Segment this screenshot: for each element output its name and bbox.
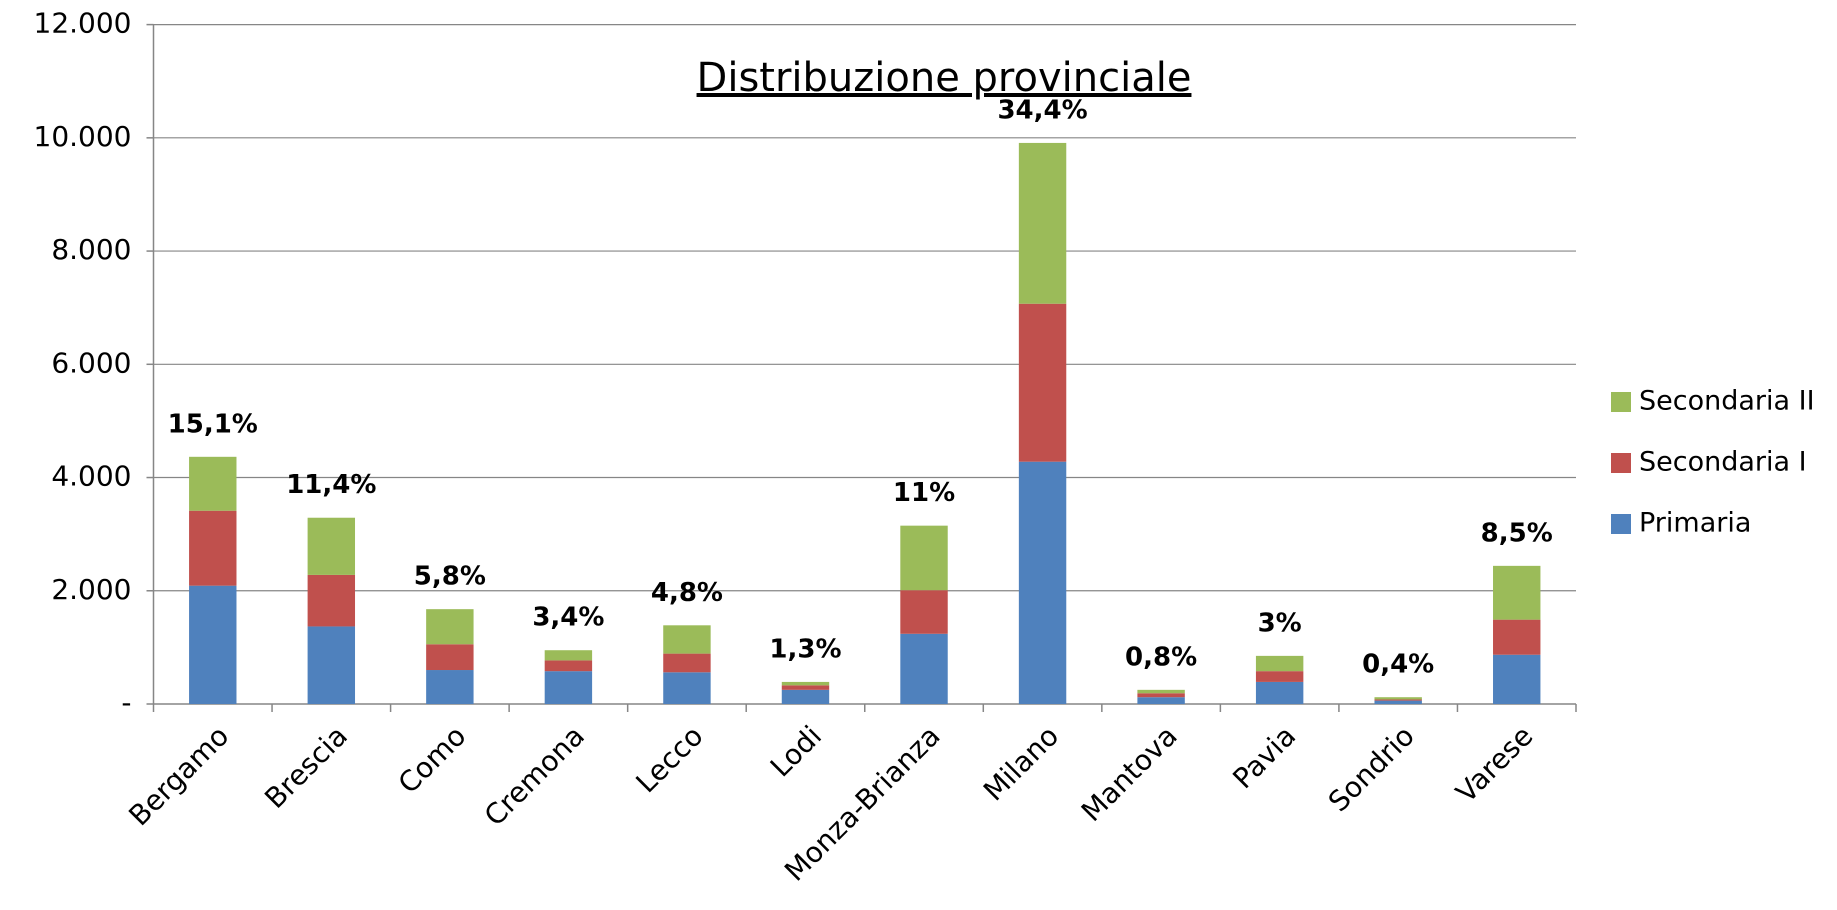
- y-tick-label: 6.000: [51, 346, 131, 379]
- x-tick-label: Milano: [977, 719, 1065, 807]
- share-label: 5,8%: [414, 562, 486, 592]
- bar-segment: [1137, 697, 1185, 704]
- legend-swatch: [1611, 453, 1631, 473]
- bar-segment: [1255, 681, 1304, 704]
- bar-segment: [1018, 142, 1067, 304]
- x-tick-label: Cremona: [478, 719, 591, 832]
- x-tick-label: Como: [392, 719, 473, 800]
- share-label: 0,4%: [1362, 650, 1434, 680]
- chart-title: Distribuzione provinciale: [697, 55, 1192, 101]
- x-tick-label: Brescia: [258, 719, 354, 815]
- y-tick-label: 4.000: [51, 460, 131, 493]
- share-label: 3,4%: [532, 603, 604, 633]
- y-tick-label: 8.000: [51, 233, 131, 266]
- bar-segment: [307, 574, 356, 627]
- bar-segment: [544, 660, 593, 672]
- legend-swatch: [1611, 514, 1631, 534]
- bar-segment: [426, 670, 474, 704]
- bar-segment: [307, 517, 356, 575]
- bar-segment: [781, 689, 830, 704]
- bar-segment: [307, 626, 356, 704]
- y-tick-label: 2.000: [51, 573, 131, 606]
- share-label: 34,4%: [997, 95, 1087, 125]
- bar-segment: [1493, 565, 1541, 620]
- legend-swatch: [1611, 392, 1631, 412]
- legend-label: Secondaria II: [1639, 386, 1815, 417]
- x-tick-label: Sondrio: [1322, 719, 1421, 818]
- bar-segment: [1493, 654, 1541, 704]
- share-label: 1,3%: [769, 634, 841, 664]
- x-tick-label: Lecco: [629, 719, 709, 799]
- bar-segment: [663, 653, 711, 673]
- y-tick-label: 12.000: [34, 7, 132, 40]
- bar-segment: [900, 590, 948, 634]
- share-label: 15,1%: [168, 409, 258, 439]
- legend-label: Primaria: [1639, 508, 1751, 539]
- bar-segment: [1018, 303, 1067, 462]
- bar-segment: [663, 625, 711, 654]
- y-tick-label: -: [121, 686, 131, 719]
- x-tick-label: Lodi: [764, 719, 828, 783]
- bar-segment: [544, 671, 593, 704]
- bar-segment: [544, 650, 593, 661]
- x-tick-label: Bergamo: [122, 719, 235, 832]
- x-tick-label: Pavia: [1226, 719, 1302, 795]
- bar-segment: [189, 585, 237, 704]
- share-label: 11,4%: [286, 470, 376, 500]
- bar-segment: [1137, 693, 1185, 698]
- bar-segment: [1255, 671, 1304, 682]
- bar-segment: [426, 644, 474, 671]
- bar-segment: [1493, 619, 1541, 655]
- bar-segment: [781, 685, 830, 690]
- bar-segment: [189, 510, 237, 586]
- bar-segment: [663, 672, 711, 704]
- share-label: 0,8%: [1125, 642, 1197, 672]
- legend-label: Secondaria I: [1639, 447, 1807, 478]
- bar-segment: [426, 609, 474, 645]
- bar-segment: [900, 633, 948, 704]
- bar-segment: [1255, 655, 1304, 672]
- share-label: 3%: [1258, 608, 1302, 638]
- x-tick-label: Mantova: [1075, 719, 1184, 828]
- bar-segment: [1374, 700, 1422, 704]
- bar-segment: [900, 525, 948, 591]
- bar-segment: [781, 681, 830, 686]
- share-label: 4,8%: [651, 578, 723, 608]
- share-label: 8,5%: [1481, 518, 1553, 548]
- bar-segment: [1374, 697, 1422, 700]
- bar-segment: [1137, 689, 1185, 694]
- bar-segment: [1374, 699, 1422, 701]
- bar-segment: [189, 456, 237, 511]
- x-tick-label: Varese: [1449, 719, 1539, 809]
- y-tick-label: 10.000: [34, 120, 132, 153]
- share-label: 11%: [893, 478, 955, 508]
- bar-segment: [1018, 461, 1067, 704]
